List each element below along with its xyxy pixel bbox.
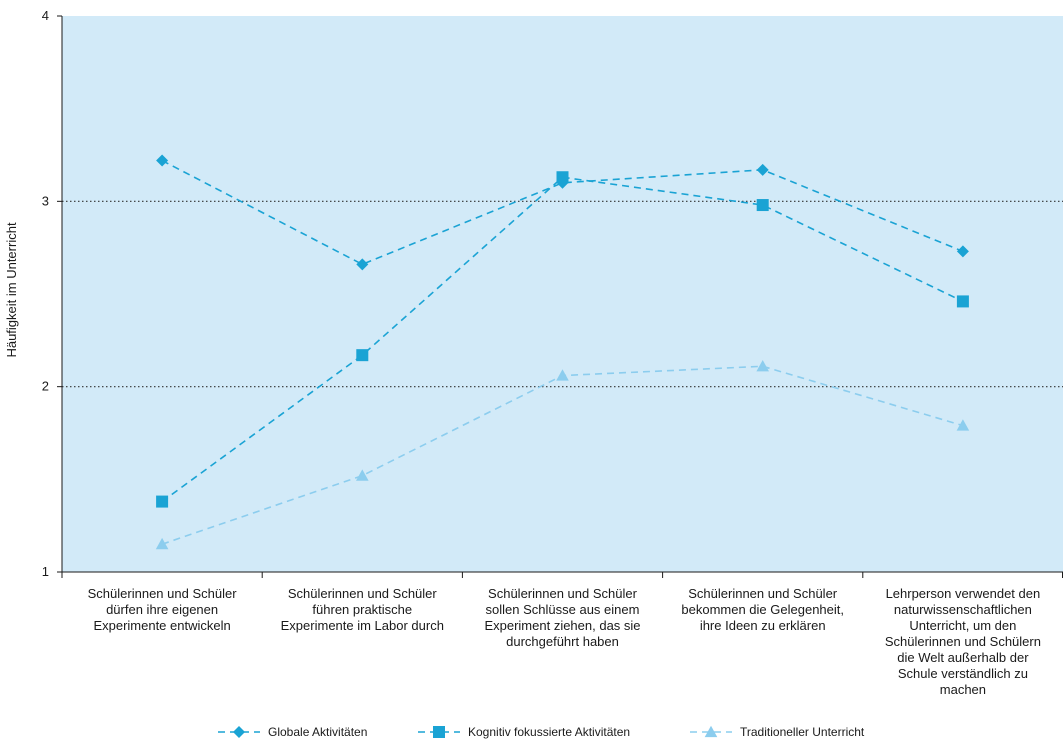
axes — [61, 16, 1063, 578]
category-label-line: ihre Ideen zu erklären — [700, 618, 826, 633]
data-point-triangle — [704, 725, 718, 738]
category-label: Lehrperson verwendet den naturwissenschaf… — [885, 586, 1041, 697]
category-labels: Schülerinnen und Schüler dürfen ihre eige… — [88, 586, 1041, 697]
legend-item-2: Kognitiv fokussierte Aktivitäten — [418, 725, 630, 739]
data-point-diamond — [356, 258, 369, 271]
category-label-line: naturwissenschaftlichen — [894, 602, 1032, 617]
data-point-square — [156, 495, 169, 508]
category-label-line: Schülerinnen und Schüler — [688, 586, 838, 601]
data-point-triangle — [956, 419, 970, 431]
data-point-square — [956, 295, 969, 308]
data-point-square — [756, 199, 769, 212]
category-label-line: Schülerinnen und Schüler — [88, 586, 238, 601]
category-label-line: Schülerinnen und Schülern — [885, 634, 1041, 649]
gridlines — [62, 200, 1063, 388]
category-label-line: machen — [940, 682, 986, 697]
data-point-triangle — [356, 469, 369, 481]
y-axis-ticks: 1 2 3 4 — [42, 8, 62, 579]
category-label-line: dürfen ihre eigenen — [106, 602, 218, 617]
legend-label: Kognitiv fokussierte Aktivitäten — [468, 725, 630, 739]
category-label-line: Schülerinnen und Schüler — [288, 586, 438, 601]
category-label-line: Experimente entwickeln — [93, 618, 230, 633]
series-group — [155, 154, 970, 550]
y-axis-title: Häufigkeit im Unterricht — [4, 222, 19, 357]
series-3 — [155, 359, 970, 550]
y-tick-label: 4 — [42, 8, 49, 23]
series-2 — [156, 171, 969, 508]
category-label-line: durchgeführt haben — [506, 634, 619, 649]
category-label: Schülerinnen und Schüler sollen Schlüsse … — [484, 586, 640, 649]
y-tick-label: 2 — [42, 379, 49, 394]
data-point-diamond — [756, 163, 769, 176]
data-point-diamond — [956, 245, 969, 258]
category-label-line: bekommen die Gelegenheit, — [681, 602, 844, 617]
category-label-line: Experiment ziehen, das sie — [484, 618, 640, 633]
category-label-line: die Welt außerhalb der — [897, 650, 1029, 665]
category-label: Schülerinnen und Schüler führen praktisch… — [281, 586, 444, 633]
series-line — [161, 159, 964, 266]
category-label-line: Schule verständlich zu — [898, 666, 1028, 681]
data-point-diamond — [233, 726, 245, 738]
category-label-line: Unterricht, um den — [909, 618, 1016, 633]
category-label: Schülerinnen und Schüler dürfen ihre eige… — [88, 586, 238, 633]
data-point-triangle — [556, 369, 569, 381]
category-label-line: führen praktische — [312, 602, 412, 617]
legend-item-3: Traditioneller Unterricht — [690, 725, 865, 739]
category-label-line: Schülerinnen und Schüler — [488, 586, 638, 601]
data-point-triangle — [756, 359, 769, 372]
data-point-square — [356, 349, 369, 362]
data-point-triangle — [155, 537, 169, 550]
data-point-square — [433, 726, 445, 738]
category-label-line: Lehrperson verwendet den — [886, 586, 1041, 601]
data-point-diamond — [156, 154, 169, 167]
legend-label: Globale Aktivitäten — [268, 725, 367, 739]
category-label-line: sollen Schlüsse aus einem — [486, 602, 640, 617]
legend-label: Traditioneller Unterricht — [740, 725, 865, 739]
y-tick-label: 3 — [42, 193, 49, 208]
y-tick-label: 1 — [42, 564, 49, 579]
category-label: Schülerinnen und Schüler bekommen die Gel… — [681, 586, 844, 633]
legend-item-1: Globale Aktivitäten — [218, 725, 367, 739]
data-point-square — [556, 171, 569, 184]
legend: Globale Aktivitäten Kognitiv fokussierte … — [218, 725, 865, 739]
plot-area — [62, 16, 1063, 572]
series-line — [161, 176, 964, 503]
category-label-line: Experimente im Labor durch — [281, 618, 444, 633]
